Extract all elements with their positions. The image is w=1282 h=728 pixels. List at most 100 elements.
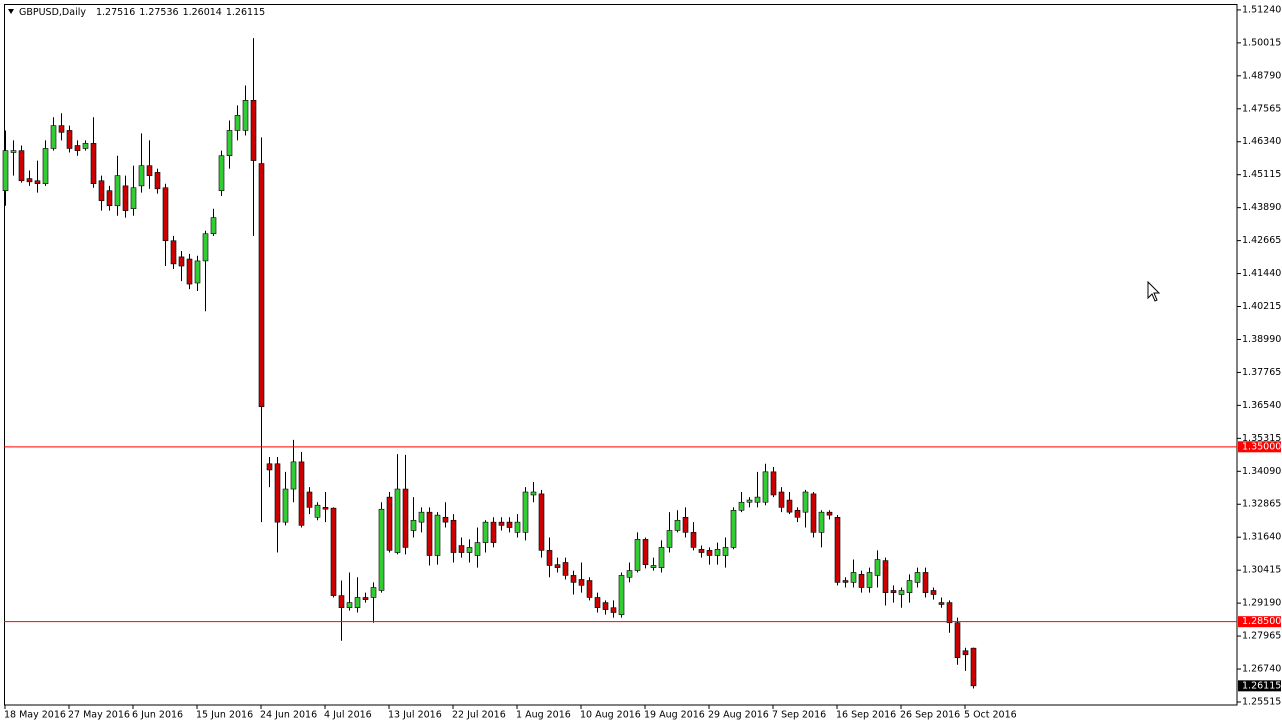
candle-body xyxy=(682,516,689,533)
candle-body xyxy=(658,547,665,568)
candle-body xyxy=(66,130,73,149)
candle-body xyxy=(722,547,729,556)
header-low: 1.26014 xyxy=(183,7,222,18)
candle-body xyxy=(802,491,809,513)
candle-body xyxy=(106,190,113,207)
candle-body xyxy=(938,602,945,605)
y-tick-label: 1.35315 xyxy=(1242,433,1281,444)
candle-body xyxy=(858,574,865,588)
candle-body xyxy=(482,521,489,543)
candle-body xyxy=(74,145,81,151)
candle-body xyxy=(50,125,57,149)
candle-body xyxy=(826,511,833,516)
candle-body xyxy=(922,572,929,593)
candle-body xyxy=(18,150,25,182)
x-tick-label: 13 Jul 2016 xyxy=(388,710,442,721)
candle-body xyxy=(810,493,817,533)
y-tick-label: 1.26740 xyxy=(1242,664,1281,675)
candle-body xyxy=(514,521,521,533)
y-tick-label: 1.48790 xyxy=(1242,70,1281,81)
candle-body xyxy=(946,602,953,624)
candle-body xyxy=(90,143,97,185)
price-label: 1.26115 xyxy=(1242,680,1281,691)
candle-body xyxy=(114,175,121,207)
x-tick-label: 7 Sep 2016 xyxy=(772,710,826,721)
candle-body xyxy=(754,496,761,503)
candle-body xyxy=(562,562,569,576)
candle-body xyxy=(714,549,721,556)
x-tick-label: 16 Sep 2016 xyxy=(836,710,896,721)
y-tick-label: 1.40215 xyxy=(1242,301,1281,312)
candle-body xyxy=(970,647,977,687)
candle-body xyxy=(170,240,177,265)
candle-body xyxy=(450,519,457,553)
y-tick-label: 1.43890 xyxy=(1242,202,1281,213)
candle-body xyxy=(618,575,625,615)
candle-body xyxy=(314,504,321,518)
y-tick-label: 1.46340 xyxy=(1242,136,1281,147)
candle-body xyxy=(378,508,385,591)
y-tick-label: 1.30415 xyxy=(1242,565,1281,576)
candle-body xyxy=(394,488,401,553)
candle-body xyxy=(642,539,649,565)
plot-frame xyxy=(4,4,1238,706)
y-tick-label: 1.36540 xyxy=(1242,400,1281,411)
candle-body xyxy=(554,564,561,568)
y-tick-label: 1.27965 xyxy=(1242,631,1281,642)
y-tick-label: 1.50015 xyxy=(1242,37,1281,48)
candle-body xyxy=(154,172,161,190)
candle-body xyxy=(298,461,305,526)
candle-body xyxy=(442,516,449,523)
x-tick-label: 6 Jun 2016 xyxy=(132,710,183,721)
y-tick-label: 1.32865 xyxy=(1242,499,1281,510)
candle-body xyxy=(138,165,145,187)
candle-body xyxy=(266,463,273,471)
candle-body xyxy=(954,622,961,659)
candle-body xyxy=(178,256,185,267)
candle-body xyxy=(578,579,585,586)
level-label: 1.35000 xyxy=(1242,441,1281,452)
candle-body xyxy=(586,580,593,598)
candle-body xyxy=(34,180,41,185)
candle-body xyxy=(546,550,553,566)
candle-body xyxy=(122,185,129,211)
candle-body xyxy=(322,507,329,510)
y-tick-label: 1.45115 xyxy=(1242,169,1281,180)
candle-body xyxy=(274,463,281,523)
candle-body xyxy=(674,519,681,531)
candle-body xyxy=(250,100,257,161)
candle-body xyxy=(338,595,345,608)
x-tick-label: 1 Aug 2016 xyxy=(516,710,571,721)
candle-body xyxy=(146,165,153,176)
candle-body xyxy=(98,180,105,201)
mouse-cursor xyxy=(1147,280,1161,302)
candle-body xyxy=(242,100,249,131)
menu-arrow xyxy=(8,9,14,14)
y-tick-label: 1.38990 xyxy=(1242,334,1281,345)
x-tick-label: 10 Aug 2016 xyxy=(580,710,641,721)
candle-body xyxy=(370,587,377,598)
x-tick-label: 24 Jun 2016 xyxy=(260,710,317,721)
candle-body xyxy=(354,597,361,608)
candle-body xyxy=(458,545,465,553)
candle-body xyxy=(58,125,65,133)
y-tick-label: 1.51240 xyxy=(1242,4,1281,15)
x-tick-label: 26 Sep 2016 xyxy=(900,710,960,721)
candle-body xyxy=(786,499,793,513)
candle-body xyxy=(410,519,417,531)
candle-body xyxy=(842,580,849,583)
y-tick-label: 1.42665 xyxy=(1242,235,1281,246)
candle-body xyxy=(490,521,497,543)
y-tick-label: 1.31640 xyxy=(1242,532,1281,543)
candle-body xyxy=(706,550,713,556)
candle-body xyxy=(914,572,921,583)
candle-body xyxy=(330,507,337,596)
chart-header: GBPUSD,Daily 1.27516 1.27536 1.26014 1.26115 xyxy=(19,7,265,18)
candle-body xyxy=(650,565,657,568)
candle-body xyxy=(746,499,753,503)
candle-body xyxy=(906,580,913,593)
header-open: 1.27516 xyxy=(96,7,135,18)
candle-body xyxy=(186,258,193,285)
candle-body xyxy=(418,511,425,523)
